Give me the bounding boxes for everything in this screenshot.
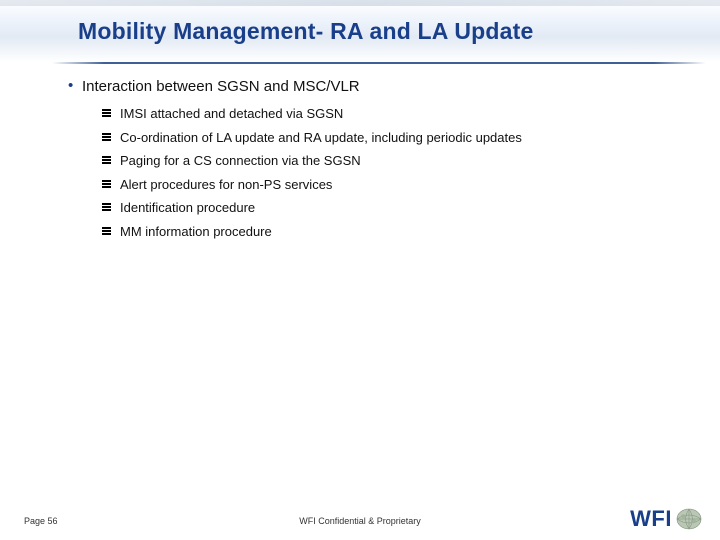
logo-text: WFI [630, 506, 672, 532]
sub-bullet-text: Paging for a CS connection via the SGSN [120, 153, 361, 168]
bars-bullet-icon [102, 133, 111, 141]
sub-bullet: Co-ordination of LA update and RA update… [102, 129, 680, 147]
sub-bullet-text: IMSI attached and detached via SGSN [120, 106, 343, 121]
bars-bullet-icon [102, 180, 111, 188]
bullet-level1: Interaction between SGSN and MSC/VLR [68, 78, 680, 95]
slide-title: Mobility Management- RA and LA Update [78, 18, 700, 45]
confidential-text: WFI Confidential & Proprietary [0, 516, 720, 526]
globe-icon [676, 508, 702, 530]
title-divider [52, 62, 706, 64]
sub-bullet: IMSI attached and detached via SGSN [102, 105, 680, 123]
sub-bullet: Identification procedure [102, 199, 680, 217]
sub-bullet-text: Alert procedures for non-PS services [120, 177, 332, 192]
slide: Mobility Management- RA and LA Update In… [0, 0, 720, 540]
bars-bullet-icon [102, 156, 111, 164]
sub-bullet-text: Identification procedure [120, 200, 255, 215]
sub-bullet-list: IMSI attached and detached via SGSN Co-o… [102, 105, 680, 240]
header-strip [0, 0, 720, 6]
sub-bullet: MM information procedure [102, 223, 680, 241]
bars-bullet-icon [102, 203, 111, 211]
bars-bullet-icon [102, 109, 111, 117]
logo: WFI [630, 506, 702, 532]
bullet-level1-text: Interaction between SGSN and MSC/VLR [82, 78, 360, 95]
sub-bullet: Paging for a CS connection via the SGSN [102, 152, 680, 170]
footer: Page 56 WFI Confidential & Proprietary W… [0, 502, 720, 540]
sub-bullet: Alert procedures for non-PS services [102, 176, 680, 194]
sub-bullet-text: MM information procedure [120, 224, 272, 239]
sub-bullet-text: Co-ordination of LA update and RA update… [120, 130, 522, 145]
content-area: Interaction between SGSN and MSC/VLR IMS… [68, 78, 680, 246]
bars-bullet-icon [102, 227, 111, 235]
